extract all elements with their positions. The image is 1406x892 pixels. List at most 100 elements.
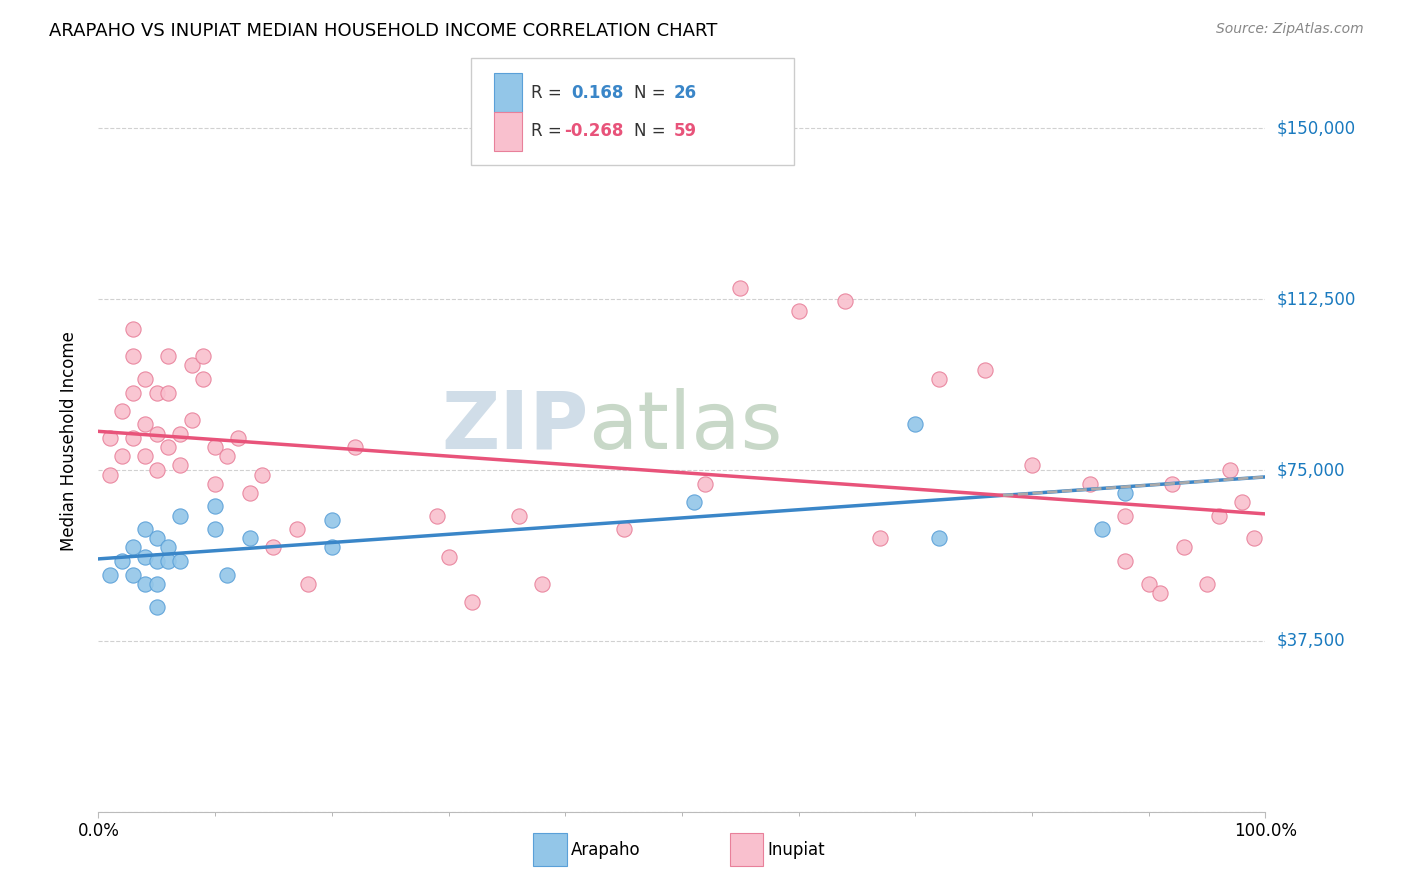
Point	[1149, 586, 1171, 600]
Point	[437, 549, 460, 564]
Point	[146, 426, 169, 441]
Point	[169, 554, 191, 568]
Point	[321, 541, 343, 555]
Point	[928, 372, 950, 386]
Point	[169, 508, 191, 523]
Point	[1080, 476, 1102, 491]
Text: 59: 59	[673, 122, 696, 140]
Text: Source: ZipAtlas.com: Source: ZipAtlas.com	[1216, 22, 1364, 37]
Point	[146, 463, 169, 477]
Point	[695, 476, 717, 491]
Point	[169, 426, 191, 441]
Point	[157, 349, 180, 363]
Point	[1219, 463, 1241, 477]
Point	[180, 413, 202, 427]
Point	[1114, 554, 1136, 568]
Y-axis label: Median Household Income: Median Household Income	[59, 332, 77, 551]
Point	[426, 508, 449, 523]
Point	[134, 450, 156, 464]
Text: N =: N =	[634, 122, 671, 140]
Point	[787, 303, 810, 318]
Point	[122, 541, 145, 555]
Point	[262, 541, 284, 555]
Text: $150,000: $150,000	[1277, 120, 1355, 137]
Point	[239, 532, 262, 546]
Point	[1195, 577, 1218, 591]
Point	[146, 532, 169, 546]
Text: Inupiat: Inupiat	[768, 840, 825, 859]
Text: $112,500: $112,500	[1277, 290, 1355, 308]
Point	[134, 372, 156, 386]
Text: R =: R =	[531, 122, 568, 140]
Text: $75,000: $75,000	[1277, 461, 1346, 479]
Point	[122, 385, 145, 400]
Point	[180, 358, 202, 372]
Point	[98, 431, 121, 445]
Point	[111, 450, 134, 464]
Point	[250, 467, 273, 482]
Point	[204, 476, 226, 491]
Point	[974, 363, 997, 377]
Point	[122, 567, 145, 582]
Point	[228, 431, 250, 445]
Point	[1114, 485, 1136, 500]
Point	[1161, 476, 1184, 491]
Point	[204, 500, 226, 514]
Point	[297, 577, 319, 591]
Point	[134, 549, 156, 564]
Point	[122, 322, 145, 336]
Text: -0.268: -0.268	[564, 122, 623, 140]
Point	[834, 294, 856, 309]
Text: 26: 26	[673, 84, 696, 102]
Point	[239, 485, 262, 500]
Point	[1230, 495, 1253, 509]
Point	[134, 522, 156, 536]
Point	[169, 458, 191, 473]
Point	[111, 404, 134, 418]
Point	[157, 554, 180, 568]
Point	[904, 417, 927, 432]
Point	[461, 595, 484, 609]
Point	[928, 532, 950, 546]
Point	[146, 577, 169, 591]
Text: $37,500: $37,500	[1277, 632, 1346, 650]
Point	[146, 599, 169, 614]
Point	[204, 522, 226, 536]
Text: R =: R =	[531, 84, 568, 102]
Point	[869, 532, 891, 546]
Point	[1021, 458, 1043, 473]
Text: Arapaho: Arapaho	[571, 840, 641, 859]
Point	[122, 349, 145, 363]
Point	[134, 417, 156, 432]
Point	[98, 567, 121, 582]
Point	[1243, 532, 1265, 546]
Point	[1137, 577, 1160, 591]
Point	[682, 495, 704, 509]
Text: 0.168: 0.168	[571, 84, 623, 102]
Point	[204, 440, 226, 454]
Point	[146, 385, 169, 400]
Text: ZIP: ZIP	[441, 388, 589, 466]
Point	[1208, 508, 1230, 523]
Point	[730, 281, 752, 295]
Point	[193, 349, 215, 363]
Point	[122, 431, 145, 445]
Point	[1091, 522, 1114, 536]
Point	[193, 372, 215, 386]
Text: ARAPAHO VS INUPIAT MEDIAN HOUSEHOLD INCOME CORRELATION CHART: ARAPAHO VS INUPIAT MEDIAN HOUSEHOLD INCO…	[49, 22, 717, 40]
Point	[215, 567, 238, 582]
Point	[146, 554, 169, 568]
Point	[1114, 508, 1136, 523]
Point	[530, 577, 553, 591]
Point	[157, 440, 180, 454]
Point	[321, 513, 343, 527]
Point	[285, 522, 308, 536]
Point	[157, 541, 180, 555]
Point	[157, 385, 180, 400]
Point	[1173, 541, 1195, 555]
Text: N =: N =	[634, 84, 671, 102]
Text: atlas: atlas	[589, 388, 783, 466]
Point	[134, 577, 156, 591]
Point	[98, 467, 121, 482]
Point	[111, 554, 134, 568]
